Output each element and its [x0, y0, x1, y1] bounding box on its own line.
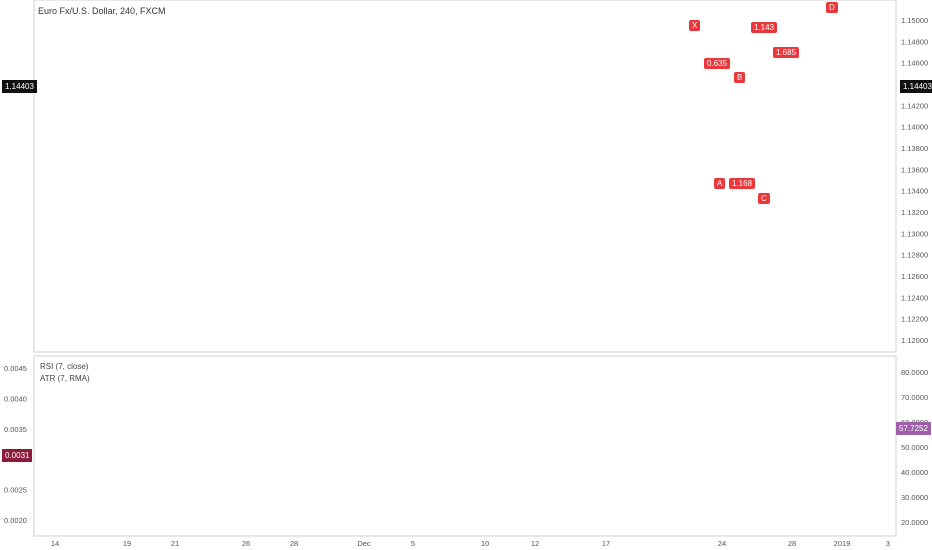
x-tick-label: 26 — [242, 539, 250, 548]
atr-value-badge: 0.0031 — [2, 449, 33, 462]
price-tick-label: 1.13600 — [901, 165, 928, 174]
x-tick-label: 14 — [51, 539, 59, 548]
x-tick-label: 28 — [290, 539, 298, 548]
price-tick-label: 1.12600 — [901, 272, 928, 281]
point-a-label: A — [714, 178, 726, 189]
price-tick-label: 1.13000 — [901, 229, 928, 238]
x-tick-label: 17 — [602, 539, 610, 548]
point-d-label: D — [826, 2, 838, 13]
price-tick-label: 1.12000 — [901, 336, 928, 345]
rsi-tick-label: 40.0000 — [901, 468, 928, 477]
x-tick-label: 19 — [123, 539, 131, 548]
price-tick-label: 1.14200 — [901, 101, 928, 110]
x-tick-label: 21 — [171, 539, 179, 548]
price-tick-label: 1.14000 — [901, 123, 928, 132]
price-tick-label: 1.13400 — [901, 187, 928, 196]
point-c-label: C — [758, 193, 770, 204]
price-tick-label: 1.12200 — [901, 315, 928, 324]
atr-tick-label: 0.0035 — [4, 425, 27, 434]
price-tick-label: 1.12800 — [901, 251, 928, 260]
x-tick-label: 5 — [411, 539, 415, 548]
x-tick-label: 12 — [531, 539, 539, 548]
atr-tick-label: 0.0020 — [4, 516, 27, 525]
x-tick-label: 10 — [481, 539, 489, 548]
rsi-tick-label: 20.0000 — [901, 518, 928, 527]
point-b-label: B — [734, 72, 746, 83]
axes: 1.150001.148001.146001.144001.142001.140… — [4, 0, 928, 548]
ratio-xb-label: 0.635 — [704, 58, 731, 69]
atr-tick-label: 0.0025 — [4, 486, 27, 495]
sell-zone-label: Sell Zone — [275, 93, 342, 110]
rsi-tick-label: 50.0000 — [901, 443, 928, 452]
current-price-badge-right: 1.14403 — [900, 80, 932, 93]
atr-label: ATR (7, RMA) — [40, 374, 90, 383]
x-tick-label: 2019 — [834, 539, 851, 548]
rsi-tick-label: 30.0000 — [901, 493, 928, 502]
point-x-label: X — [689, 20, 701, 31]
price-tick-label: 1.15000 — [901, 16, 928, 25]
x-tick-label: 28 — [788, 539, 796, 548]
current-price-badge-left: 1.14403 — [2, 80, 37, 93]
ratio-ac-label: 1.168 — [729, 178, 756, 189]
ratio-xd-label: 1.143 — [751, 22, 778, 33]
atr-tick-label: 0.0045 — [4, 364, 27, 373]
rsi-value-badge: 57.7252 — [896, 422, 931, 435]
price-frame — [33, 0, 897, 353]
rsi-tick-label: 80.0000 — [901, 368, 928, 377]
x-tick-label: 24 — [718, 539, 726, 548]
price-tick-label: 1.13800 — [901, 144, 928, 153]
price-tick-label: 1.14600 — [901, 59, 928, 68]
price-tick-label: 1.14800 — [901, 37, 928, 46]
rsi-tick-label: 70.0000 — [901, 393, 928, 402]
indicator-frame — [33, 355, 897, 537]
atr-tick-label: 0.0040 — [4, 394, 27, 403]
x-tick-label: Dec — [357, 539, 371, 548]
x-tick-label: 3 — [886, 539, 890, 548]
chart-title: Euro Fx/U.S. Dollar, 240, FXCM — [38, 6, 166, 16]
rsi-label: RSI (7, close) — [40, 362, 89, 371]
ratio-bd-label: 1.685 — [773, 47, 800, 58]
price-tick-label: 1.12400 — [901, 293, 928, 302]
price-tick-label: 1.13200 — [901, 208, 928, 217]
